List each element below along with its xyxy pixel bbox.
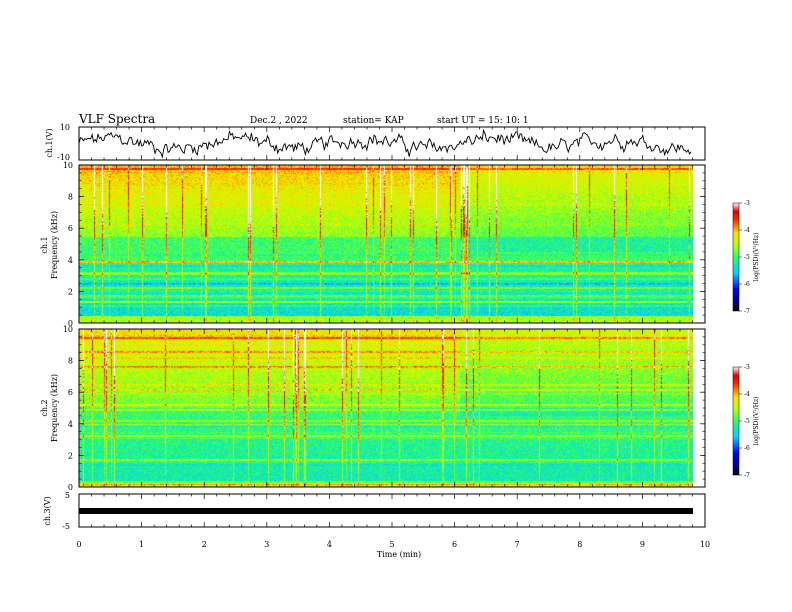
ch1-spectrogram-panel: 0 2 4 6 8 10 ch.1 Frequency (kHz) (40, 161, 706, 328)
y-tick-label: 8 (68, 193, 73, 202)
y-tick-label: 10 (63, 325, 73, 334)
ch1-spectrogram-yticks: 0 2 4 6 8 10 (63, 161, 705, 328)
x-tick-label: 2 (202, 540, 207, 549)
x-tick-label: 6 (452, 540, 457, 549)
ch2-colorbar-ticks: -3 -4 -5 -6 -7 (739, 364, 750, 479)
colorbar-tick-label: -3 (744, 364, 750, 371)
ch2-colorbar: -3 -4 -5 -6 -7 log(PSD)(V²/Hz) (732, 364, 760, 479)
ch1-colorbar-label: log(PSD)(V²/Hz) (753, 233, 760, 282)
y-tick-label: 2 (68, 287, 73, 296)
y-tick-label: 8 (68, 357, 73, 366)
x-tick-label: 4 (327, 540, 332, 549)
x-tick-label: 0 (76, 540, 81, 549)
ch1-colorbar: -3 -4 -5 -6 -7 log(PSD)(V²/Hz) (732, 200, 760, 315)
ch2-colorbar-label: log(PSD)(V²/Hz) (753, 397, 760, 446)
ch1-waveform-ylabel: ch.1(V) (45, 128, 54, 157)
x-tick-label: 9 (640, 540, 645, 549)
ch2-spectrogram-ylabel-frequency: Frequency (kHz) (50, 374, 59, 442)
y-tick-label: 6 (68, 388, 73, 397)
ch2-spectrogram-panel: 0 2 4 6 8 10 ch.2 Frequency (kHz) (40, 325, 706, 492)
colorbar-tick-label: -4 (744, 391, 750, 398)
ch1-ytick-bottom: -10 (57, 153, 70, 162)
start-time-label: start UT = 15: 10: 1 (437, 116, 529, 126)
ch2-spectrogram-yticks: 0 2 4 6 8 10 (63, 325, 705, 492)
ch3-waveform-ylabel: ch.3(V) (43, 496, 52, 525)
ch1-ytick-top: 10 (60, 123, 70, 132)
ch2-spectrogram-ylabel-channel: ch.2 (40, 399, 49, 416)
colorbar-tick-label: -4 (744, 227, 750, 234)
x-tick-label: 7 (515, 540, 520, 549)
ch1-waveform-line (78, 128, 692, 159)
ch3-ytick-bottom: -5 (62, 522, 70, 531)
colorbar-tick-label: -7 (744, 308, 750, 315)
ch3-waveform-line (79, 508, 693, 514)
figure-title: VLF Spectra (78, 112, 155, 126)
ch2-colorbar-gradient (732, 366, 740, 476)
y-tick-label: 4 (68, 420, 73, 429)
date-label: Dec.2 , 2022 (250, 116, 308, 126)
time-axis-ticks (78, 127, 706, 527)
time-axis-label: Time (min) (377, 550, 421, 559)
y-tick-label: 4 (68, 256, 73, 265)
x-tick-label: 8 (577, 540, 582, 549)
colorbar-tick-label: -5 (744, 418, 750, 425)
station-label: station= KAP (343, 116, 404, 126)
y-tick-label: 6 (68, 224, 73, 233)
colorbar-tick-label: -5 (744, 254, 750, 261)
colorbar-tick-label: -3 (744, 200, 750, 207)
x-tick-label: 5 (389, 540, 394, 549)
time-axis-tick-labels: 0 1 2 3 4 5 6 7 8 9 10 (76, 540, 710, 549)
ch3-ytick-top: 5 (65, 491, 70, 500)
x-tick-label: 1 (139, 540, 144, 549)
y-tick-label: 2 (68, 451, 73, 460)
colorbar-tick-label: -7 (744, 472, 750, 479)
ch1-spectrogram-ylabel-channel: ch.1 (40, 236, 49, 253)
x-tick-label: 10 (700, 540, 710, 549)
ch1-waveform-panel: 10 -10 ch.1(V) (45, 123, 706, 162)
ch1-spectrogram-ylabel-frequency: Frequency (kHz) (50, 211, 59, 279)
ch1-spectrogram-image (79, 165, 693, 323)
y-tick-label: 10 (63, 161, 73, 170)
ch1-colorbar-ticks: -3 -4 -5 -6 -7 (739, 200, 750, 315)
colorbar-tick-label: -6 (744, 445, 750, 452)
colorbar-tick-label: -6 (744, 281, 750, 288)
ch1-colorbar-gradient (732, 202, 740, 312)
y-tick-label: 0 (68, 319, 73, 328)
y-tick-label: 0 (68, 483, 73, 492)
spectrogram-raster (79, 329, 693, 487)
spectrogram-raster (79, 165, 693, 323)
x-tick-label: 3 (264, 540, 269, 549)
ch3-waveform-panel: 5 -5 ch.3(V) (43, 491, 706, 531)
ch2-spectrogram-image (79, 329, 693, 487)
